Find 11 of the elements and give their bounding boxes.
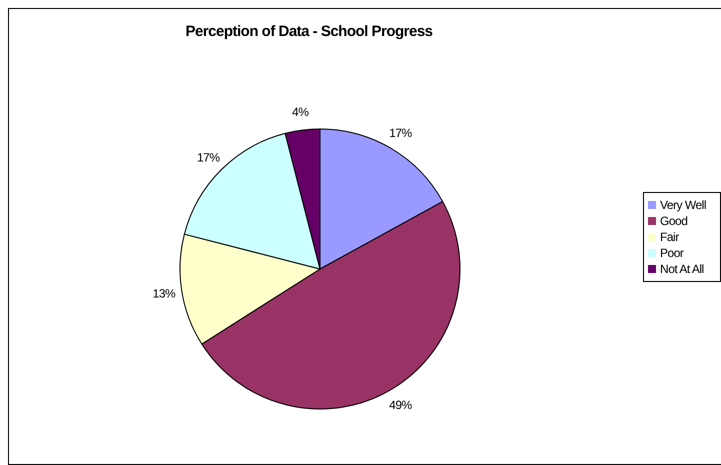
data-label: 13%: [152, 286, 176, 301]
legend-label: Poor: [660, 246, 684, 260]
legend-label: Not At All: [660, 262, 704, 276]
data-label: 17%: [389, 126, 413, 140]
data-label: 49%: [389, 398, 413, 412]
data-label: 17%: [197, 150, 220, 164]
legend-label: Fair: [660, 230, 679, 244]
chart-title: Perception of Data - School Progress: [184, 23, 434, 40]
legend-label: Very Well: [660, 198, 706, 212]
legend-label: Good: [660, 214, 688, 228]
data-label: 4%: [292, 105, 310, 120]
